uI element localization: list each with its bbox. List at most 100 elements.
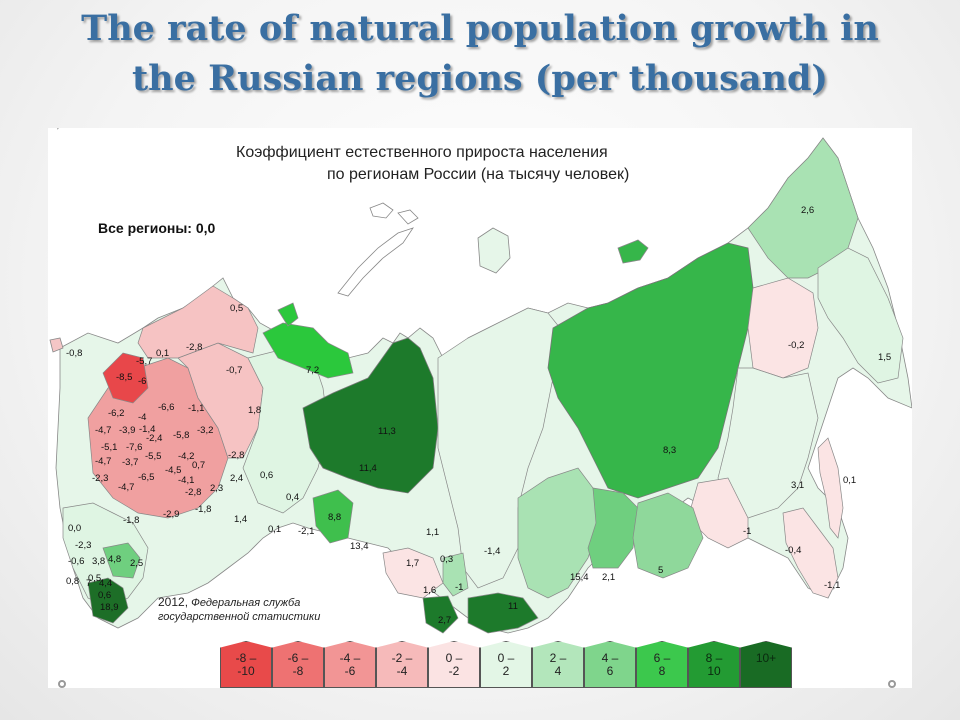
region-value-label: -2,1 <box>298 526 314 537</box>
region-value-label: -1,8 <box>123 515 139 526</box>
region-zabaikalye <box>632 492 704 579</box>
region-value-label: 18,9 <box>100 602 119 613</box>
region-value-label: -4,7 <box>95 456 111 467</box>
region-value-label: -7,6 <box>126 442 142 453</box>
region-buryatia <box>587 487 639 569</box>
russia-map: -0,8 -8,5 -5,7 0,1 -2,8 0,5 -6 -6,6 -6,2 -4 -0,7 7,… <box>48 128 912 634</box>
region-northwest-red <box>102 352 149 404</box>
region-value-label: -6,2 <box>108 408 124 419</box>
region-value-label: -0,7 <box>226 365 242 376</box>
region-value-label: -4,7 <box>118 482 134 493</box>
region-yakutia <box>547 242 754 499</box>
island-vaygach <box>277 302 299 327</box>
island-severnaya-zemlya <box>477 227 511 274</box>
region-value-label: 11,4 <box>359 463 377 474</box>
region-value-label: -5,7 <box>136 356 152 367</box>
region-value-label: -0,2 <box>788 340 804 351</box>
legend-range-from: 0 – <box>497 651 515 665</box>
source-line2: государственной статистики <box>158 611 321 623</box>
region-krasnoyarsk <box>437 307 569 589</box>
island-novaya-zemlya <box>337 227 414 297</box>
map-panel: -0,8 -8,5 -5,7 0,1 -2,8 0,5 -6 -6,6 -6,2 -4 -0,7 7,… <box>48 128 912 688</box>
region-value-label: -3,9 <box>119 425 135 436</box>
slide-title-line1: The rate of natural population growth in <box>81 8 879 49</box>
legend-item: 6 –8 <box>636 641 688 688</box>
legend-item: -4 – -6 <box>324 641 376 688</box>
region-value-label: -5,1 <box>101 442 117 453</box>
map-heading: Коэффициент естественного прироста насел… <box>236 142 629 186</box>
region-value-label: -4 <box>138 412 146 423</box>
legend-range-to: -4 <box>396 664 408 678</box>
region-value-label: 4,4 <box>99 578 112 589</box>
region-value-label: 1,4 <box>234 514 247 525</box>
region-value-label: -0,4 <box>785 545 801 556</box>
region-value-label: -2,4 <box>146 433 162 444</box>
legend-item: 4 –6 <box>584 641 636 688</box>
island-franz-josef <box>369 202 419 225</box>
region-value-label: -1 <box>743 526 751 537</box>
region-value-labels: -0,8 -8,5 -5,7 0,1 -2,8 0,5 -6 -6,6 -6,2 -4 -0,7 7,… <box>48 128 891 626</box>
region-value-label: 0,6 <box>98 590 111 601</box>
legend-range-to: -2 <box>448 664 460 678</box>
region-value-label: 11,3 <box>378 426 396 437</box>
region-value-label: 2,1 <box>602 572 615 583</box>
region-value-label: 0,0 <box>68 523 81 534</box>
region-value-label: -3,2 <box>197 425 213 436</box>
slide-title-line2: the Russian regions (per thousand) <box>132 58 828 99</box>
region-novosibirsk <box>382 547 444 599</box>
legend-item: 8 –10 <box>688 641 740 688</box>
region-value-label: -1,1 <box>188 403 204 414</box>
legend-range-to: -8 <box>292 664 304 678</box>
region-sakhalin <box>817 437 844 539</box>
region-tyva <box>467 592 539 634</box>
region-value-label: -4,2 <box>178 451 194 462</box>
region-value-label: 2,6 <box>801 205 814 216</box>
region-caucasus-dark <box>87 577 129 624</box>
region-value-label: 4,8 <box>108 554 121 565</box>
legend-range-to: -10 <box>237 664 255 678</box>
legend-range-to: 8 <box>658 664 666 678</box>
source-year: 2012, <box>158 595 189 609</box>
region-value-label: -6,5 <box>138 472 154 483</box>
region-value-label: 2,7 <box>438 615 451 626</box>
region-value-label: -0,8 <box>66 348 82 359</box>
legend-range-to: 10 <box>707 664 721 678</box>
region-value-label: -1 <box>455 582 463 593</box>
island-new-siberian <box>617 239 649 264</box>
region-value-label: -1,8 <box>195 504 211 515</box>
legend-range-from: 6 – <box>653 651 671 665</box>
region-value-label: -4,5 <box>165 465 181 476</box>
legend-range-from: 8 – <box>705 651 723 665</box>
region-value-label: 3,8 <box>92 556 105 567</box>
region-value-label: -2,3 <box>92 473 108 484</box>
region-chukotka <box>747 137 859 279</box>
slide-title: The rate of natural population growth in… <box>40 4 920 104</box>
legend-item: 2 –4 <box>532 641 584 688</box>
legend-range-from: 10+ <box>755 651 777 665</box>
region-value-label: 5 <box>658 565 663 576</box>
region-value-label: 2,4 <box>230 473 243 484</box>
region-value-label: 7 <box>86 578 91 589</box>
region-value-label: 0,5 <box>88 573 101 584</box>
legend-item: -8 – -10 <box>220 641 272 688</box>
legend-range-from: -8 – <box>235 651 257 665</box>
region-value-label: 1,1 <box>426 527 439 538</box>
region-value-label: -1,4 <box>484 546 500 557</box>
region-kamchatka <box>817 247 904 384</box>
legend-range-to: 4 <box>554 664 562 678</box>
region-value-label: -4,7 <box>95 425 111 436</box>
legend-item: 0 –2 <box>480 641 532 688</box>
region-value-label: -3,7 <box>122 457 138 468</box>
region-value-label: 8,3 <box>663 445 676 456</box>
region-value-label: -1,4 <box>139 424 155 435</box>
region-tyumen-mid <box>312 489 354 544</box>
region-value-label: -6,6 <box>158 402 174 413</box>
all-regions-total: Все регионы: 0,0 <box>98 220 216 236</box>
source-note: 2012, Федеральная служба государственной… <box>158 595 320 624</box>
region-volga <box>177 342 264 459</box>
region-value-label: 0,8 <box>66 576 79 587</box>
region-value-label: 1,7 <box>406 558 419 569</box>
map-heading-line1: Коэффициент естественного прироста насел… <box>236 144 608 161</box>
legend-range-to: 2 <box>502 664 510 678</box>
region-value-label: 0,7 <box>192 460 205 471</box>
